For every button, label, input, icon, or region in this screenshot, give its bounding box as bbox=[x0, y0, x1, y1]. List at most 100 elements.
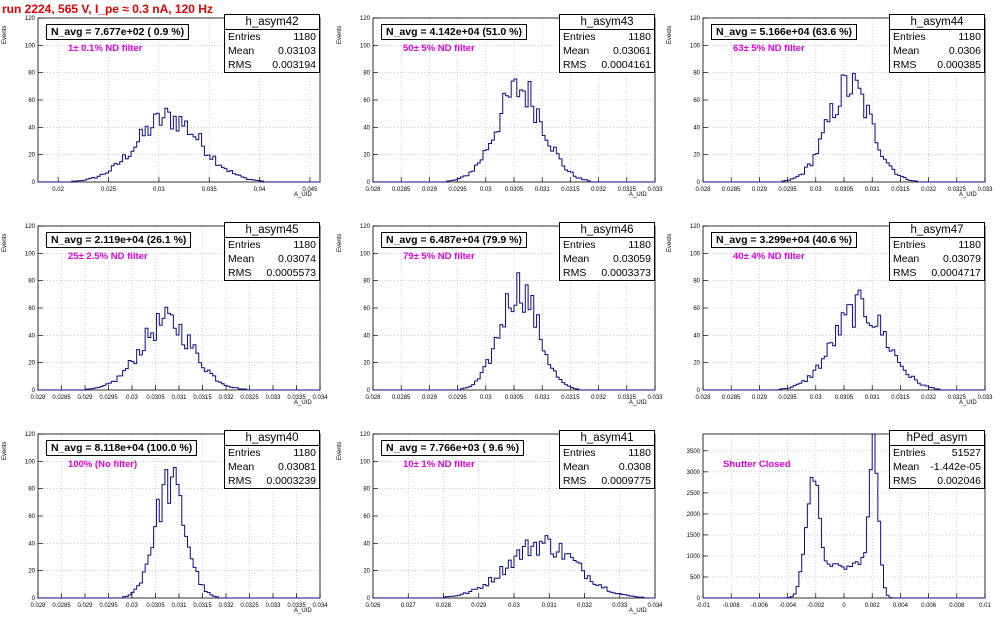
y-tick-label: 20 bbox=[28, 569, 35, 575]
x-tick-label: 0.0285 bbox=[52, 395, 71, 401]
stats-title: h_asym40 bbox=[225, 431, 319, 446]
y-tick-label: 0 bbox=[697, 388, 701, 394]
filter-label: Shutter Closed bbox=[723, 459, 791, 470]
stats-row-mean: Mean 0.03081 bbox=[225, 460, 319, 474]
filter-label: 10± 1% ND filter bbox=[403, 459, 475, 470]
stats-row-entries: Entries 1180 bbox=[560, 446, 654, 460]
y-tick-label: 120 bbox=[25, 16, 36, 22]
x-axis-label: A_UID bbox=[959, 192, 977, 198]
y-tick-label: 20 bbox=[363, 569, 370, 575]
stats-key: Entries bbox=[563, 31, 596, 43]
x-axis-label: A_UID bbox=[629, 608, 647, 614]
y-tick-label: 500 bbox=[690, 575, 701, 581]
y-tick-label: 40 bbox=[28, 541, 35, 547]
y-axis-label: Events bbox=[337, 25, 343, 44]
x-tick-label: 0.0305 bbox=[835, 395, 854, 401]
x-tick-label: 0.028 bbox=[436, 603, 452, 609]
y-tick-label: 60 bbox=[363, 306, 370, 312]
stats-value: 0.0005573 bbox=[266, 267, 316, 279]
histogram-panel: -0.01 -0.008 -0.006 -0.004 -0.002 0 0.002 0.004… bbox=[665, 430, 995, 630]
histogram-svg: 0.026 0.027 0.028 0.029 0.03 0.031 0.032 0.033 0… bbox=[360, 432, 663, 609]
stats-row-entries: Entries 1180 bbox=[560, 238, 654, 252]
filter-label: 40± 4% ND filter bbox=[733, 251, 805, 262]
x-tick-label: 0.0305 bbox=[505, 395, 524, 401]
stats-box: hPed_asym Entries 51527 Mean -1.442e-05 RMS 0.… bbox=[889, 430, 985, 489]
stats-title: h_asym46 bbox=[560, 223, 654, 238]
stats-key: RMS bbox=[228, 59, 252, 71]
stats-value: 0.003194 bbox=[272, 59, 316, 71]
stats-row-entries: Entries 1180 bbox=[225, 30, 319, 44]
x-tick-label: 0.032 bbox=[591, 395, 607, 401]
x-tick-label: -0.002 bbox=[807, 603, 825, 609]
y-tick-label: 120 bbox=[690, 16, 701, 22]
stats-row-entries: Entries 1180 bbox=[890, 30, 984, 44]
x-tick-label: 0.0285 bbox=[722, 395, 741, 401]
x-tick-label: 0.0305 bbox=[146, 395, 165, 401]
filter-label: 79± 5% ND filter bbox=[403, 251, 475, 262]
stats-title: h_asym41 bbox=[560, 431, 654, 446]
y-tick-label: 100 bbox=[360, 459, 371, 465]
x-tick-label: 0.034 bbox=[312, 395, 328, 401]
x-tick-label: 0.0315 bbox=[891, 395, 910, 401]
x-axis-label: A_UID bbox=[629, 400, 647, 406]
y-tick-label: 40 bbox=[28, 125, 35, 131]
x-tick-label: -0.004 bbox=[779, 603, 797, 609]
stats-key: RMS bbox=[228, 475, 252, 487]
x-tick-label: 0.031 bbox=[542, 603, 558, 609]
stats-key: Entries bbox=[228, 239, 261, 251]
x-tick-label: 0.031 bbox=[535, 187, 551, 193]
histogram-panel: 0.026 0.027 0.028 0.029 0.03 0.031 0.032 0.033 0… bbox=[335, 430, 665, 630]
x-tick-label: 0.0295 bbox=[99, 395, 118, 401]
y-tick-label: 80 bbox=[28, 487, 35, 493]
y-tick-label: 60 bbox=[363, 98, 370, 104]
histogram-series bbox=[703, 433, 985, 599]
x-tick-label: 0.032 bbox=[577, 603, 593, 609]
x-tick-label: 0.03 bbox=[126, 603, 138, 609]
stats-value: 0.0003239 bbox=[266, 475, 316, 487]
y-tick-label: 0 bbox=[32, 388, 36, 394]
y-tick-label: 40 bbox=[363, 541, 370, 547]
stats-key: RMS bbox=[228, 267, 252, 279]
y-tick-label: 60 bbox=[363, 514, 370, 520]
x-tick-label: 0.033 bbox=[265, 603, 281, 609]
x-axis-label: A_UID bbox=[959, 400, 977, 406]
x-tick-label: 0.0285 bbox=[392, 187, 411, 193]
stats-value: 51527 bbox=[951, 447, 981, 459]
x-tick-label: 0.031 bbox=[171, 603, 187, 609]
y-tick-label: 60 bbox=[693, 98, 700, 104]
x-tick-label: 0.029 bbox=[422, 395, 438, 401]
x-tick-label: 0.0315 bbox=[193, 395, 212, 401]
stats-key: Mean bbox=[228, 253, 255, 265]
stats-row-entries: Entries 1180 bbox=[225, 446, 319, 460]
x-tick-label: 0.032 bbox=[921, 187, 937, 193]
stats-value: 1180 bbox=[628, 447, 651, 459]
stats-box: h_asym46 Entries 1180 Mean 0.03059 RMS 0.00033… bbox=[559, 222, 655, 281]
stats-box: h_asym41 Entries 1180 Mean 0.0308 RMS 0.000977… bbox=[559, 430, 655, 489]
stats-value: 0.0004717 bbox=[931, 267, 981, 279]
y-tick-label: 1500 bbox=[687, 533, 701, 539]
stats-title: h_asym45 bbox=[225, 223, 319, 238]
x-tick-label: -0.006 bbox=[751, 603, 769, 609]
x-tick-label: 0.03 bbox=[480, 187, 492, 193]
filter-label: 1± 0.1% ND filter bbox=[68, 43, 143, 54]
stats-title: h_asym43 bbox=[560, 15, 654, 30]
histogram-panel: 0.028 0.0285 0.029 0.0295 0.03 0.0305 0.031 0.0… bbox=[335, 222, 665, 422]
x-tick-label: 0.029 bbox=[77, 395, 93, 401]
stats-value: 1180 bbox=[293, 31, 316, 43]
stats-row-mean: Mean 0.03103 bbox=[225, 44, 319, 58]
y-tick-label: 100 bbox=[690, 43, 701, 49]
x-tick-label: 0.0305 bbox=[505, 187, 524, 193]
y-tick-label: 80 bbox=[363, 279, 370, 285]
x-tick-label: 0.033 bbox=[977, 187, 993, 193]
stats-key: Entries bbox=[563, 239, 596, 251]
stats-value: 0.03074 bbox=[278, 253, 316, 265]
x-tick-label: 0.028 bbox=[695, 187, 711, 193]
x-tick-label: 0.028 bbox=[365, 395, 381, 401]
x-tick-label: 0.0295 bbox=[778, 187, 797, 193]
x-axis-label: A_UID bbox=[294, 400, 312, 406]
stats-key: RMS bbox=[893, 59, 917, 71]
y-tick-label: 40 bbox=[693, 125, 700, 131]
y-tick-label: 20 bbox=[28, 153, 35, 159]
stats-row-mean: Mean -1.442e-05 bbox=[890, 460, 984, 474]
x-tick-label: 0.033 bbox=[977, 395, 993, 401]
